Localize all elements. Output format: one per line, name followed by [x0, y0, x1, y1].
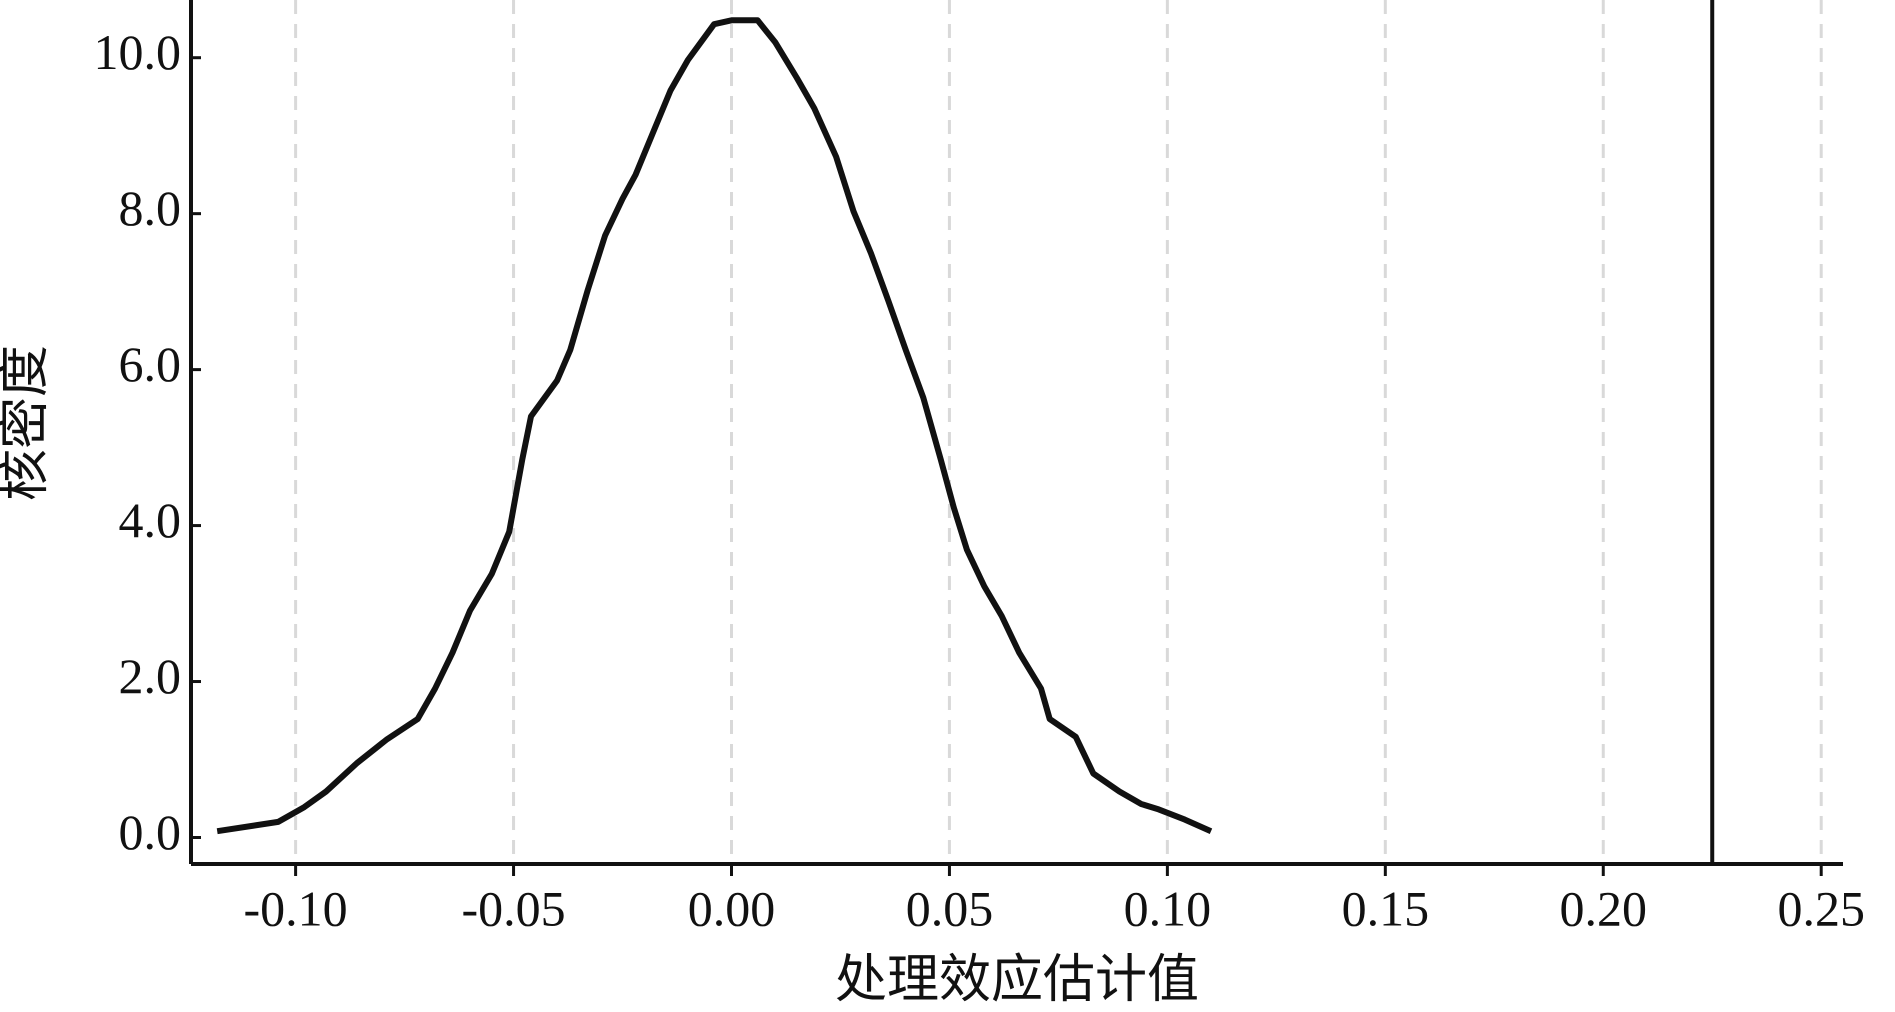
x-tick-label: 0.25 — [1777, 880, 1865, 936]
y-axis-title: 核密度 — [0, 345, 54, 501]
x-tick-label: 0.20 — [1560, 880, 1648, 936]
density-line — [216, 17, 1213, 835]
x-tick-label: -0.10 — [244, 880, 348, 936]
y-tick-label: 8.0 — [119, 180, 182, 236]
x-tick-label: -0.05 — [461, 880, 565, 936]
y-tick-label: 4.0 — [119, 492, 182, 548]
x-tick-label: 0.05 — [906, 880, 994, 936]
x-tick-label: 0.00 — [688, 880, 776, 936]
y-tick-label: 10.0 — [94, 24, 182, 80]
x-tick-label: 0.10 — [1124, 880, 1212, 936]
x-tick-label: 0.15 — [1342, 880, 1430, 936]
y-tick-label: 6.0 — [119, 336, 182, 392]
y-tick-label: 2.0 — [119, 648, 182, 704]
y-tick-label: 0.0 — [119, 804, 182, 860]
x-axis-title: 处理效应估计值 — [835, 952, 1199, 1009]
